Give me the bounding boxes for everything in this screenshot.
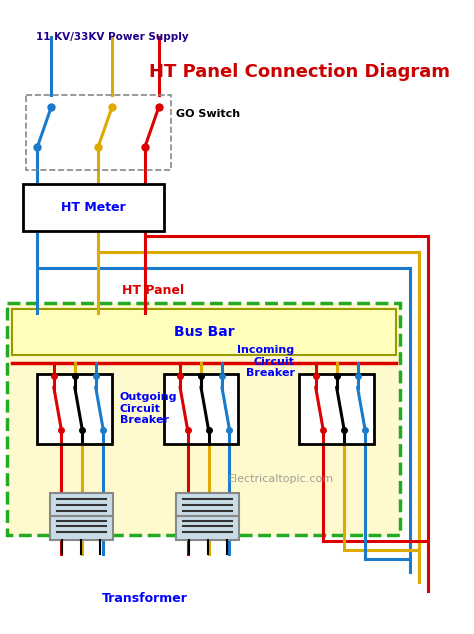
Text: Transformer: Transformer [102, 592, 188, 605]
Bar [299, 373, 374, 444]
Bar [12, 309, 396, 355]
Text: HT Panel: HT Panel [121, 285, 184, 297]
Bar [26, 95, 171, 170]
Bar [50, 493, 113, 516]
Text: Outgoing
Circuit
Breaker: Outgoing Circuit Breaker [120, 392, 177, 425]
Bar [176, 493, 239, 516]
Bar [8, 303, 400, 535]
Bar [164, 373, 238, 444]
Text: HT Meter: HT Meter [61, 201, 126, 214]
Text: Bus Bar: Bus Bar [173, 325, 234, 339]
Text: Electricaltopic.com: Electricaltopic.com [228, 474, 334, 484]
Text: 11 KV/33KV Power Supply: 11 KV/33KV Power Supply [36, 32, 189, 42]
Bar [37, 373, 112, 444]
Text: HT Panel Connection Diagram: HT Panel Connection Diagram [149, 63, 450, 81]
Text: Incoming
Circuit
Breaker: Incoming Circuit Breaker [237, 346, 294, 378]
Bar [23, 184, 164, 231]
Bar [176, 516, 239, 540]
Bar [50, 516, 113, 540]
Text: GO Switch: GO Switch [176, 109, 240, 119]
